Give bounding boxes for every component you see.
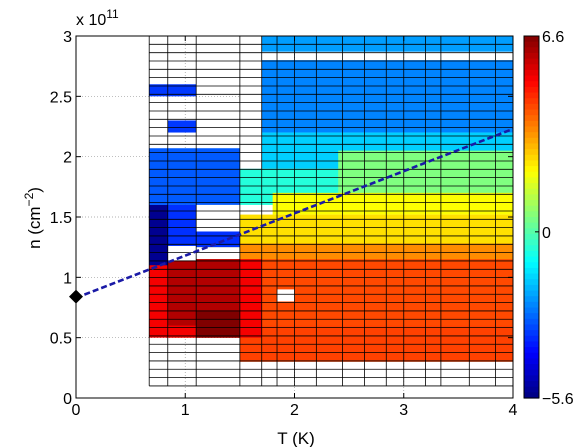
colorbar-segment: [524, 330, 539, 337]
y-axis-label: n (cm−2): [22, 187, 44, 249]
colorbar-segment: [524, 205, 539, 212]
colorbar-segment: [524, 177, 539, 184]
colorbar-segment: [524, 250, 539, 258]
colorbar-tick-label: 6.6: [542, 29, 564, 46]
colorbar-segment: [524, 194, 539, 201]
colorbar-segment: [524, 75, 539, 82]
colorbar-segment: [524, 217, 539, 224]
axes: 0 1 2 3 4 0 0.5 1 1.5 2 2.5 3: [50, 29, 518, 419]
colorbar-segment: [524, 375, 539, 382]
colorbar-segment: [524, 392, 539, 399]
colorbar-segment: [524, 256, 539, 263]
colorbar-segment: [524, 313, 539, 320]
y-tick-label: 1: [63, 270, 72, 287]
heatmap-cell: [261, 36, 513, 52]
colorbar-segment: [524, 352, 539, 360]
colorbar-segment: [524, 296, 539, 303]
colorbar-segment: [524, 245, 539, 252]
colorbar-segment: [524, 369, 539, 376]
dashed-fit-line: [75, 127, 514, 300]
colorbar-segment: [524, 239, 539, 246]
heatmap-cell: [196, 311, 240, 338]
colorbar-segment: [524, 386, 539, 393]
colorbar-segment: [524, 324, 539, 331]
colorbar-segment: [524, 132, 539, 139]
x-tick-label: 2: [290, 402, 299, 419]
colorbar-segment: [524, 188, 539, 195]
colorbar-segment: [524, 58, 539, 65]
x-tick-label: 1: [181, 402, 190, 419]
colorbar-segment: [524, 98, 539, 105]
colorbar-segment: [524, 290, 539, 297]
colorbar-segment: [524, 126, 539, 133]
heatmap-cell: [239, 60, 513, 133]
colorbar-segment: [524, 358, 539, 365]
colorbar-segment: [524, 171, 539, 179]
x-tick-label: 0: [72, 402, 81, 419]
colorbar-segment: [524, 166, 539, 173]
colorbar-segment: [524, 273, 539, 280]
heatmap-cell: [149, 148, 240, 205]
colorbar-segment: [524, 64, 539, 71]
colorbar-segment: [524, 120, 539, 128]
colorbar-segment: [524, 279, 539, 286]
colorbar-segment: [524, 69, 539, 77]
colorbar-segment: [524, 47, 539, 54]
heatmap-cell: [167, 120, 197, 133]
heatmap-cell: [239, 325, 513, 362]
x-tick-label: 3: [399, 402, 408, 419]
colorbar-segment: [524, 381, 539, 388]
colorbar-segment: [524, 103, 539, 111]
y-tick-label: 2.5: [50, 89, 72, 106]
colorbar-segment: [524, 92, 539, 99]
colorbar-segment: [524, 364, 539, 371]
colorbar-segment: [524, 347, 539, 354]
colorbar-segment: [524, 335, 539, 343]
colorbar-segment: [524, 200, 539, 207]
heatmap-cell: [149, 84, 197, 97]
colorbar-segment: [524, 115, 539, 122]
colorbar-segment: [524, 183, 539, 190]
y-tick-label: 3: [63, 29, 72, 46]
colorbar-segment: [524, 81, 539, 88]
colorbar-segment: [524, 143, 539, 150]
colorbar-segment: [524, 318, 539, 326]
y-tick-label: 2: [63, 150, 72, 167]
empty-cell: [167, 245, 197, 261]
colorbar-segment: [524, 284, 539, 292]
heatmap-cell: [149, 204, 168, 266]
y-tick-label: 0: [63, 391, 72, 408]
colorbar-segment: [524, 160, 539, 167]
colorbar-segment: [524, 301, 539, 309]
colorbar-segment: [524, 109, 539, 116]
colorbar-segment: [524, 86, 539, 94]
colorbar-segment: [524, 307, 539, 314]
colorbar-segment: [524, 137, 539, 145]
colorbar-segment: [524, 262, 539, 269]
y-tick-label: 0.5: [50, 331, 72, 348]
colorbar-segment: [524, 228, 539, 235]
colorbar-segment: [524, 36, 539, 43]
empty-cell: [196, 204, 240, 232]
colorbar-segment: [524, 211, 539, 218]
colorbar-tick-label: −5.6: [542, 391, 574, 408]
colorbar-tick-label: 0: [542, 225, 551, 242]
colorbar-frame: [523, 35, 540, 399]
colorbar-segment: [524, 41, 539, 48]
colorbar-segment: [524, 52, 539, 60]
colorbar-segment: [524, 341, 539, 348]
colorbar-segment: [524, 154, 539, 162]
colorbar: 6.6 0 −5.6: [523, 29, 574, 408]
colorbar-segment: [524, 267, 539, 275]
y-multiplier: x 1011: [76, 7, 119, 29]
y-tick-label: 1.5: [50, 210, 72, 227]
x-axis-label: T (K): [277, 429, 314, 447]
empty-cell: [277, 289, 295, 302]
colorbar-segment: [524, 149, 539, 156]
x-tick-label: 4: [509, 402, 518, 419]
colorbar-segment: [524, 233, 539, 241]
colorbar-segment: [524, 222, 539, 229]
